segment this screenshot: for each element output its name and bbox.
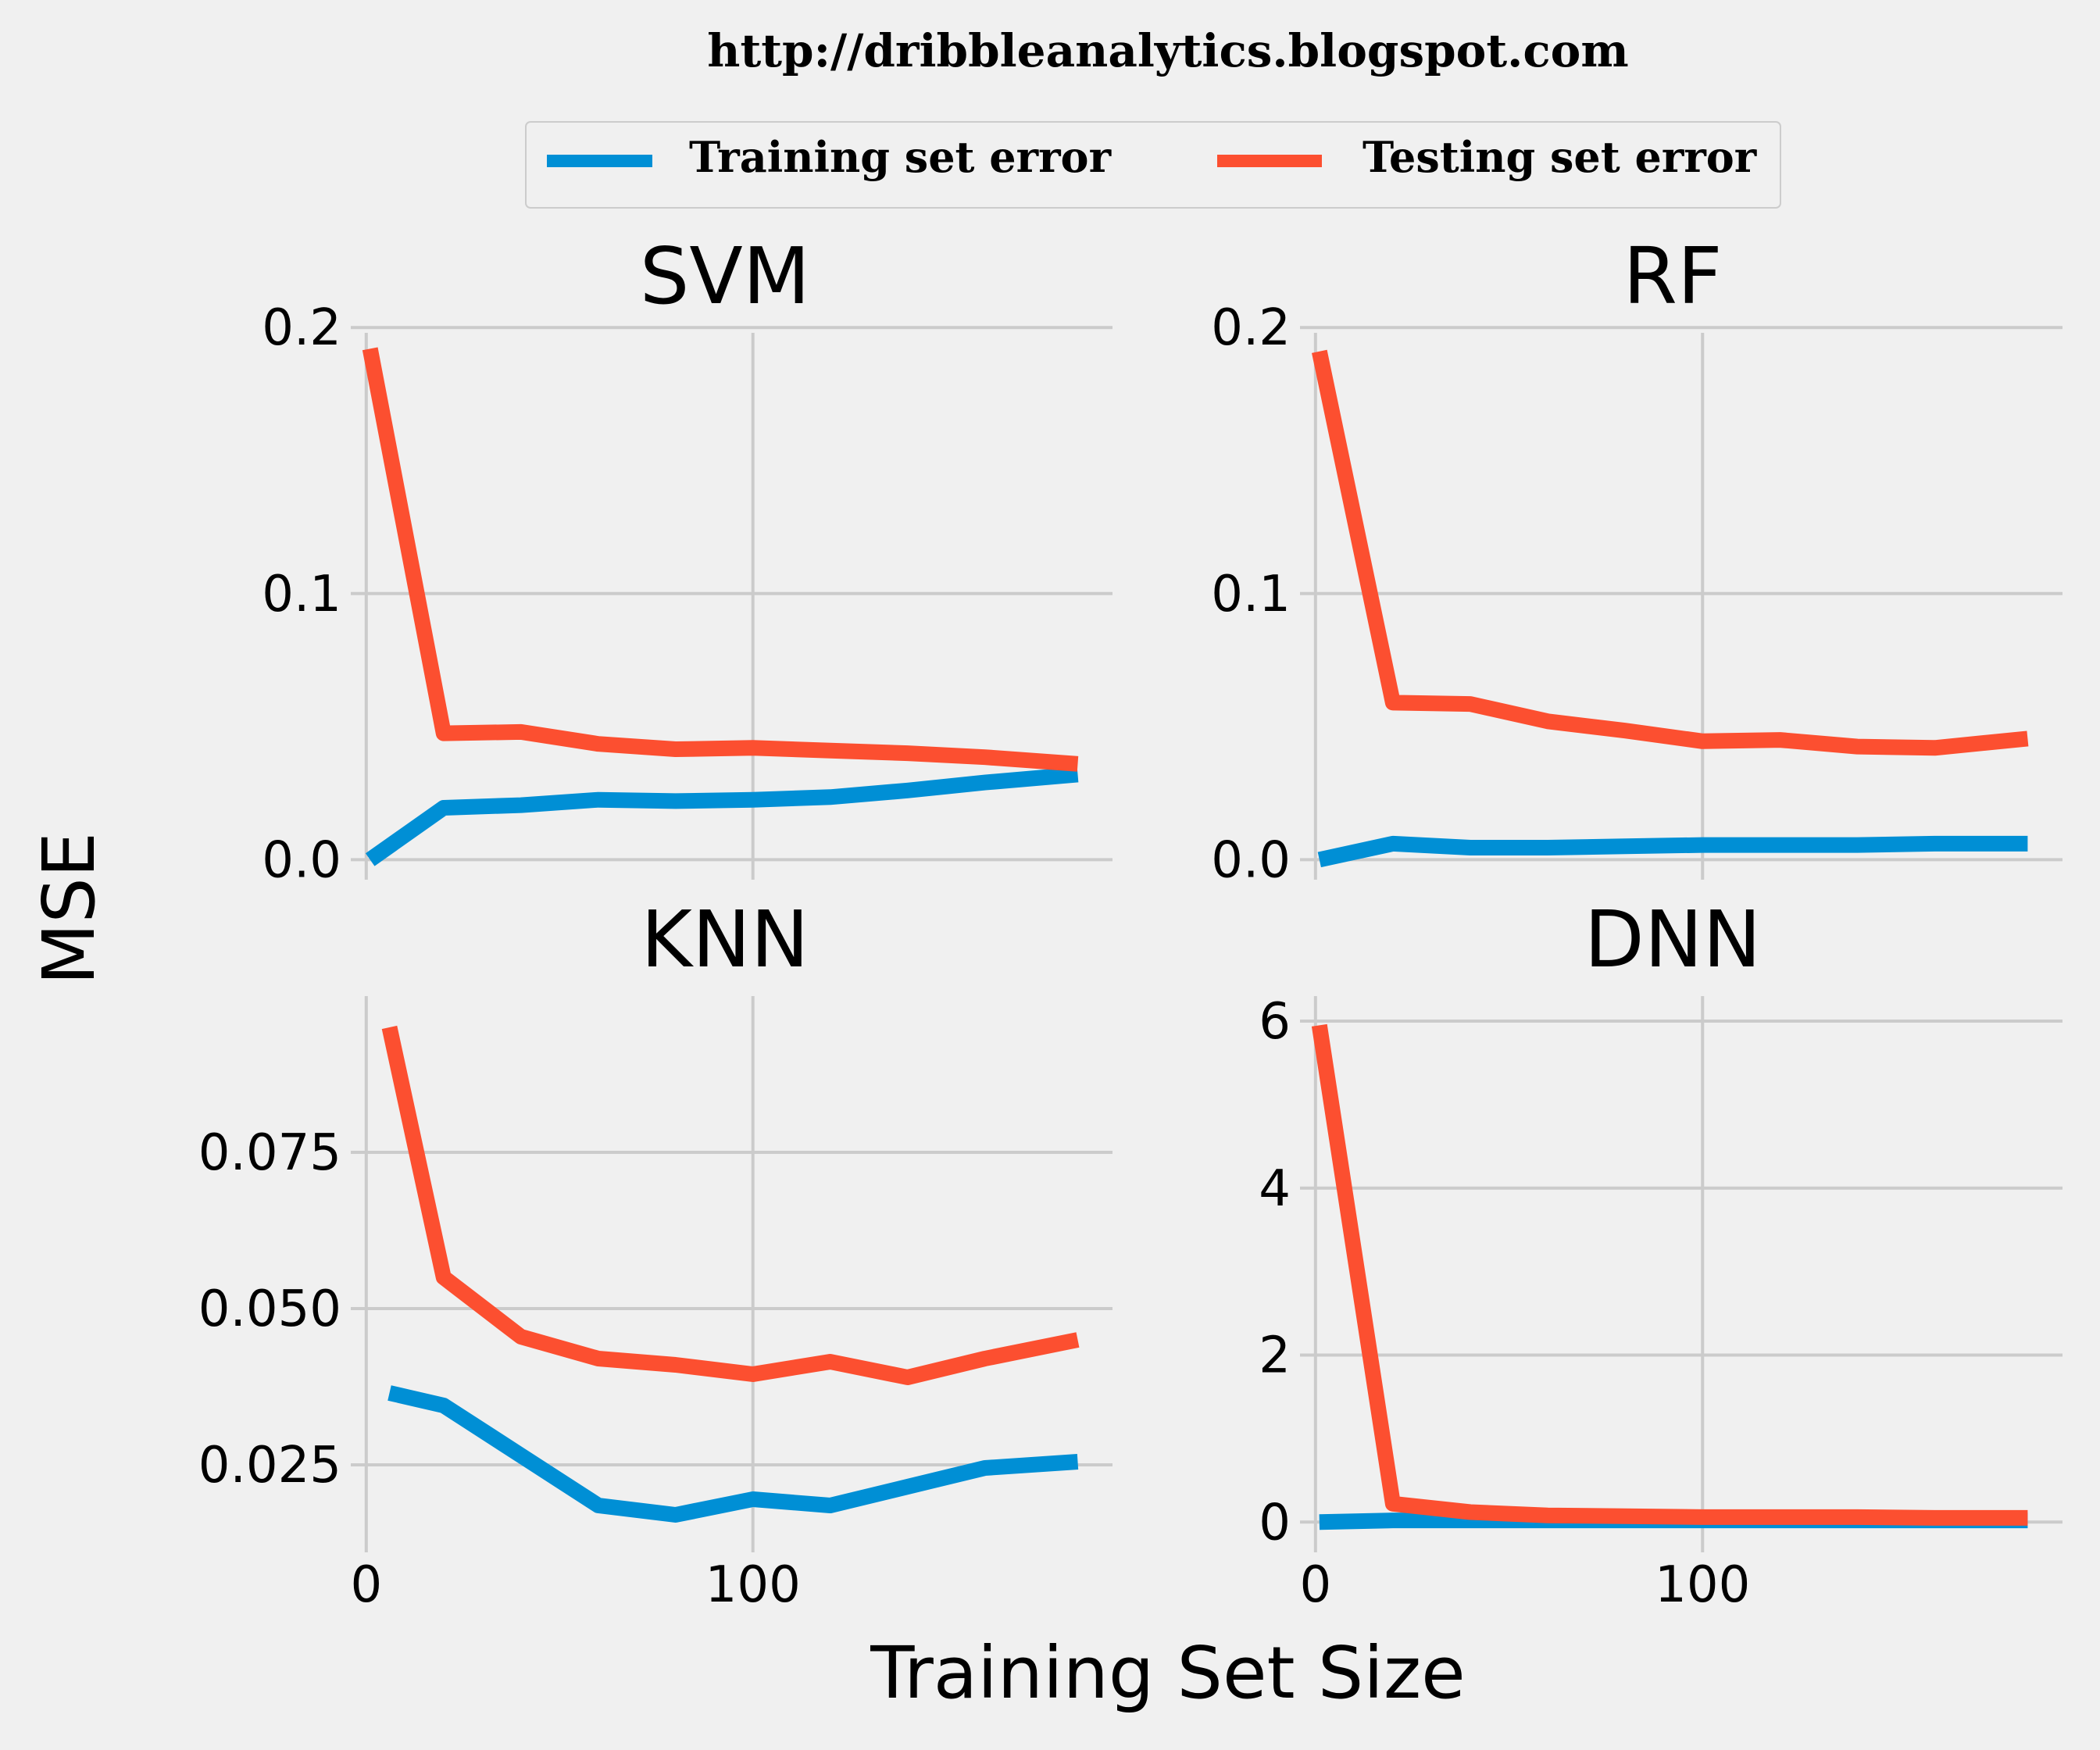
panel-knn-title: KNN (641, 894, 809, 985)
panel-knn-lines (381, 1025, 1080, 1523)
panel-dnn-lines (1311, 1023, 2028, 1530)
dnn-ytick-label: 4 (1259, 1160, 1291, 1218)
panel-knn: 0.025 0.050 0.075 0 100 KNN (198, 894, 1112, 1614)
figure-ylabel: MSE (27, 832, 111, 985)
svm-ytick-label: 0.2 (262, 299, 341, 357)
figure-xlabel: Training Set Size (870, 1631, 1465, 1715)
panel-rf: 0.0 0.1 0.2 RF (1211, 230, 2062, 889)
panel-svm: 0.0 0.1 0.2 SVM (262, 230, 1112, 889)
header-url-text: http://dribbleanalytics.blogspot.com (707, 24, 1628, 77)
dnn-xtick-label: 100 (1655, 1556, 1750, 1614)
knn-testing-error-line (381, 1025, 1080, 1385)
panel-svm-title: SVM (640, 230, 810, 322)
legend-label-testing: Testing set error (1362, 132, 1757, 182)
rf-ytick-label: 0.0 (1211, 831, 1291, 889)
panel-svm-ticks: 0.0 0.1 0.2 (262, 299, 341, 889)
rf-testing-error-line (1312, 349, 2029, 756)
knn-training-error-line (388, 1385, 1079, 1523)
dnn-ytick-label: 2 (1259, 1327, 1291, 1385)
panel-svm-grid (351, 326, 1112, 880)
dnn-ytick-label: 6 (1259, 993, 1291, 1051)
panel-rf-lines (1312, 349, 2029, 868)
rf-ytick-label: 0.2 (1211, 299, 1291, 357)
panel-rf-grid (1300, 326, 2062, 880)
rf-training-error-line (1317, 835, 2028, 868)
dnn-testing-error-line (1311, 1023, 2028, 1526)
panel-knn-ticks: 0.025 0.050 0.075 0 100 (198, 1124, 801, 1614)
svm-training-error-line (365, 766, 1079, 866)
panel-dnn: 0 2 4 6 0 100 DNN (1259, 894, 2062, 1614)
knn-xtick-label: 0 (350, 1556, 382, 1614)
legend-label-training: Training set error (689, 132, 1112, 182)
dnn-ytick-label: 0 (1259, 1494, 1291, 1552)
legend: Training set error Testing set error (525, 121, 1781, 209)
knn-ytick-label: 0.025 (198, 1437, 341, 1495)
knn-ytick-label: 0.050 (198, 1280, 341, 1338)
panel-svm-lines (362, 347, 1079, 866)
panel-rf-title: RF (1623, 230, 1722, 322)
legend-frame (525, 121, 1781, 209)
knn-ytick-label: 0.075 (198, 1124, 341, 1182)
rf-ytick-label: 0.1 (1211, 566, 1291, 623)
svm-ytick-label: 0.0 (262, 831, 341, 889)
dnn-xtick-label: 0 (1299, 1556, 1331, 1614)
svm-ytick-label: 0.1 (262, 566, 341, 623)
svm-testing-error-line (362, 347, 1079, 772)
panel-rf-ticks: 0.0 0.1 0.2 (1211, 299, 1291, 889)
knn-xtick-label: 100 (705, 1556, 801, 1614)
panel-dnn-ticks: 0 2 4 6 0 100 (1259, 993, 1750, 1614)
panel-dnn-title: DNN (1584, 894, 1762, 985)
